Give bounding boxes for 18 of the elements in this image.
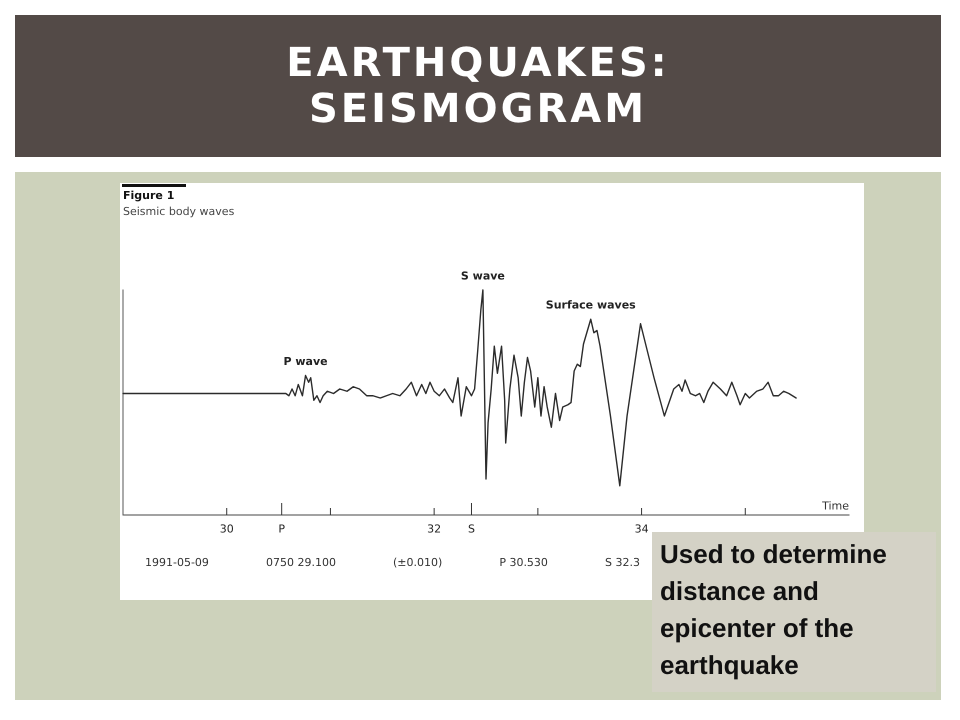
text: 1991-05-09 [145, 556, 209, 569]
text: (±0.010) [392, 556, 442, 569]
text: P 30.530 [499, 556, 548, 569]
text: S 32.3 [604, 556, 640, 569]
text: Seismic body waves [123, 205, 234, 218]
x-axis-title: Time [821, 499, 850, 512]
x-tick-label: S [468, 522, 475, 536]
x-tick-label: 32 [427, 522, 442, 536]
text: Used to determine distance and epicenter of the earthquake [652, 532, 936, 692]
chart-title: EARTHQUAKES: SEISMOGRAM [285, 40, 671, 132]
x-tick-label: 30 [220, 522, 234, 536]
annotation: Surface waves [546, 298, 636, 312]
x-tick-label: 34 [634, 522, 649, 536]
chart-subtitle: Figure 1 [123, 189, 174, 202]
text: 0750 29.100 [266, 556, 336, 569]
annotation: S wave [460, 269, 505, 282]
annotation: P wave [283, 354, 328, 368]
x-tick-label: P [278, 522, 286, 536]
